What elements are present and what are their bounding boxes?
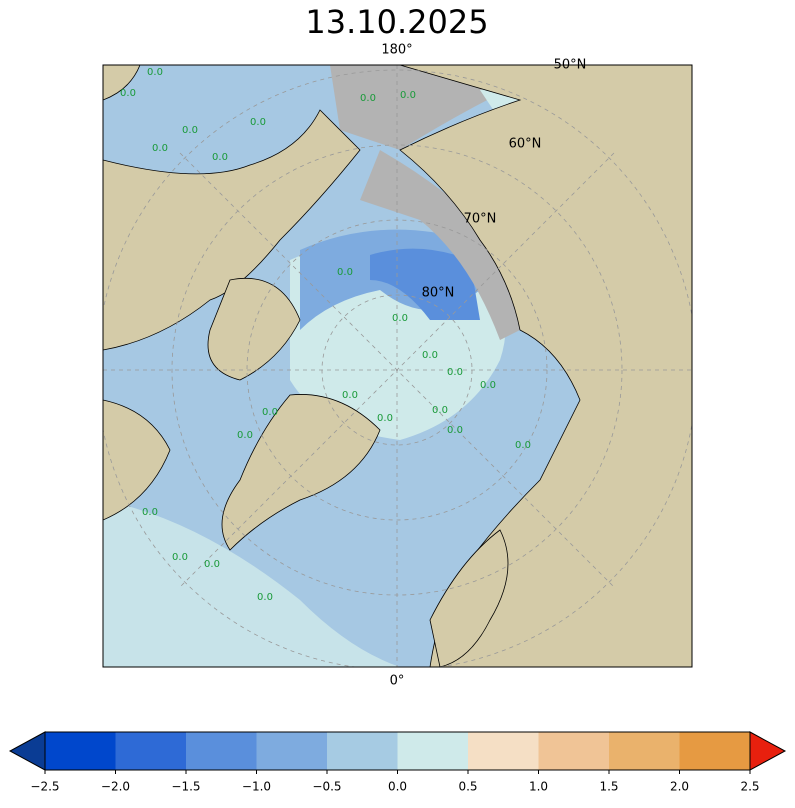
no-data	[360, 150, 520, 340]
contour-label: 0.0	[480, 380, 496, 391]
colorbar-tick-label: −2.0	[101, 780, 130, 794]
colorbar-tick-label: 0.5	[458, 780, 477, 794]
colorbar-bin	[327, 732, 398, 770]
meridian-label: 180°	[381, 43, 412, 58]
contour-label: 0.0	[147, 67, 163, 78]
contour-label: 0.0	[422, 350, 438, 361]
colorbar-tick-label: 0.0	[388, 780, 407, 794]
colorbar-tick-label: −1.5	[171, 780, 200, 794]
colorbar-tick-label: 1.0	[529, 780, 548, 794]
colorbar-tick-label: 2.5	[740, 780, 759, 794]
colorbar-over	[749, 731, 787, 771]
parallel-label: 50°N	[554, 58, 587, 73]
title: 13.10.2025	[305, 3, 488, 41]
contour-label: 0.0	[447, 367, 463, 378]
contour-label: 0.0	[515, 440, 531, 451]
contour-label: 0.0	[342, 390, 358, 401]
colorbar-bin	[45, 732, 116, 770]
contour-label: 0.0	[172, 552, 188, 563]
meridian-label: 0°	[390, 674, 405, 689]
contour-label: 0.0	[237, 430, 253, 441]
colorbar-tick-label: −0.5	[312, 780, 341, 794]
contour-label: 0.0	[120, 88, 136, 99]
parallel-label: 70°N	[464, 212, 497, 227]
negative-anomaly	[370, 248, 480, 320]
contour-label: 0.0	[392, 313, 408, 324]
contour-label: 0.0	[400, 90, 416, 101]
colorbar-bin	[186, 732, 257, 770]
contour-label: 0.0	[152, 143, 168, 154]
colorbar-tick-label: −1.0	[242, 780, 271, 794]
land-greenland	[221, 394, 381, 551]
ice-area	[103, 500, 400, 667]
colorbar-under	[8, 731, 46, 771]
parallel-label: 80°N	[422, 286, 455, 301]
contour-label: 0.0	[262, 407, 278, 418]
contour-label: 0.0	[432, 405, 448, 416]
contour-label: 0.0	[212, 152, 228, 163]
colorbar-tick-label: 1.5	[599, 780, 618, 794]
colorbar: −2.5 −2.0 −1.5 −1.0 −0.5 0.0 0.5 1.0 1.5 2.0 2.5	[8, 731, 787, 794]
colorbar-bin	[679, 732, 750, 770]
colorbar-bin	[256, 732, 327, 770]
contour-label: 0.0	[250, 117, 266, 128]
ocean	[103, 65, 320, 168]
contour-label: 0.0	[257, 592, 273, 603]
map-frame	[102, 64, 693, 668]
contour-label: 0.0	[204, 559, 220, 570]
contour-label: 0.0	[337, 267, 353, 278]
contour-label: 0.0	[447, 425, 463, 436]
land-archipelago	[207, 278, 301, 381]
contour-labels: 0.0 0.0 0.0 0.0 0.0 0.0 0.0 0.0 0.0 0.0 0.0 0.0 0.0 0…	[120, 67, 531, 603]
contour-label: 0.0	[142, 507, 158, 518]
contour-label: 0.0	[182, 125, 198, 136]
parallel-label: 60°N	[509, 137, 542, 152]
colorbar-bin	[115, 732, 186, 770]
colorbar-bin	[609, 732, 680, 770]
contour-label: 0.0	[360, 93, 376, 104]
map: 0.0 0.0 0.0 0.0 0.0 0.0 0.0 0.0 0.0 0.0 0.0 0.0 0.0 0…	[103, 65, 692, 667]
graticule	[103, 65, 692, 667]
colorbar-bin	[468, 732, 539, 770]
land-labrador	[103, 399, 171, 521]
colorbar-tick-label: −2.5	[30, 780, 59, 794]
land-scandinavia	[429, 529, 509, 667]
contour-label: 0.0	[377, 413, 393, 424]
colorbar-tick-label: 2.0	[670, 780, 689, 794]
land-north-america	[103, 109, 361, 351]
colorbar-bin	[538, 732, 609, 770]
colorbar-bin	[397, 732, 468, 770]
